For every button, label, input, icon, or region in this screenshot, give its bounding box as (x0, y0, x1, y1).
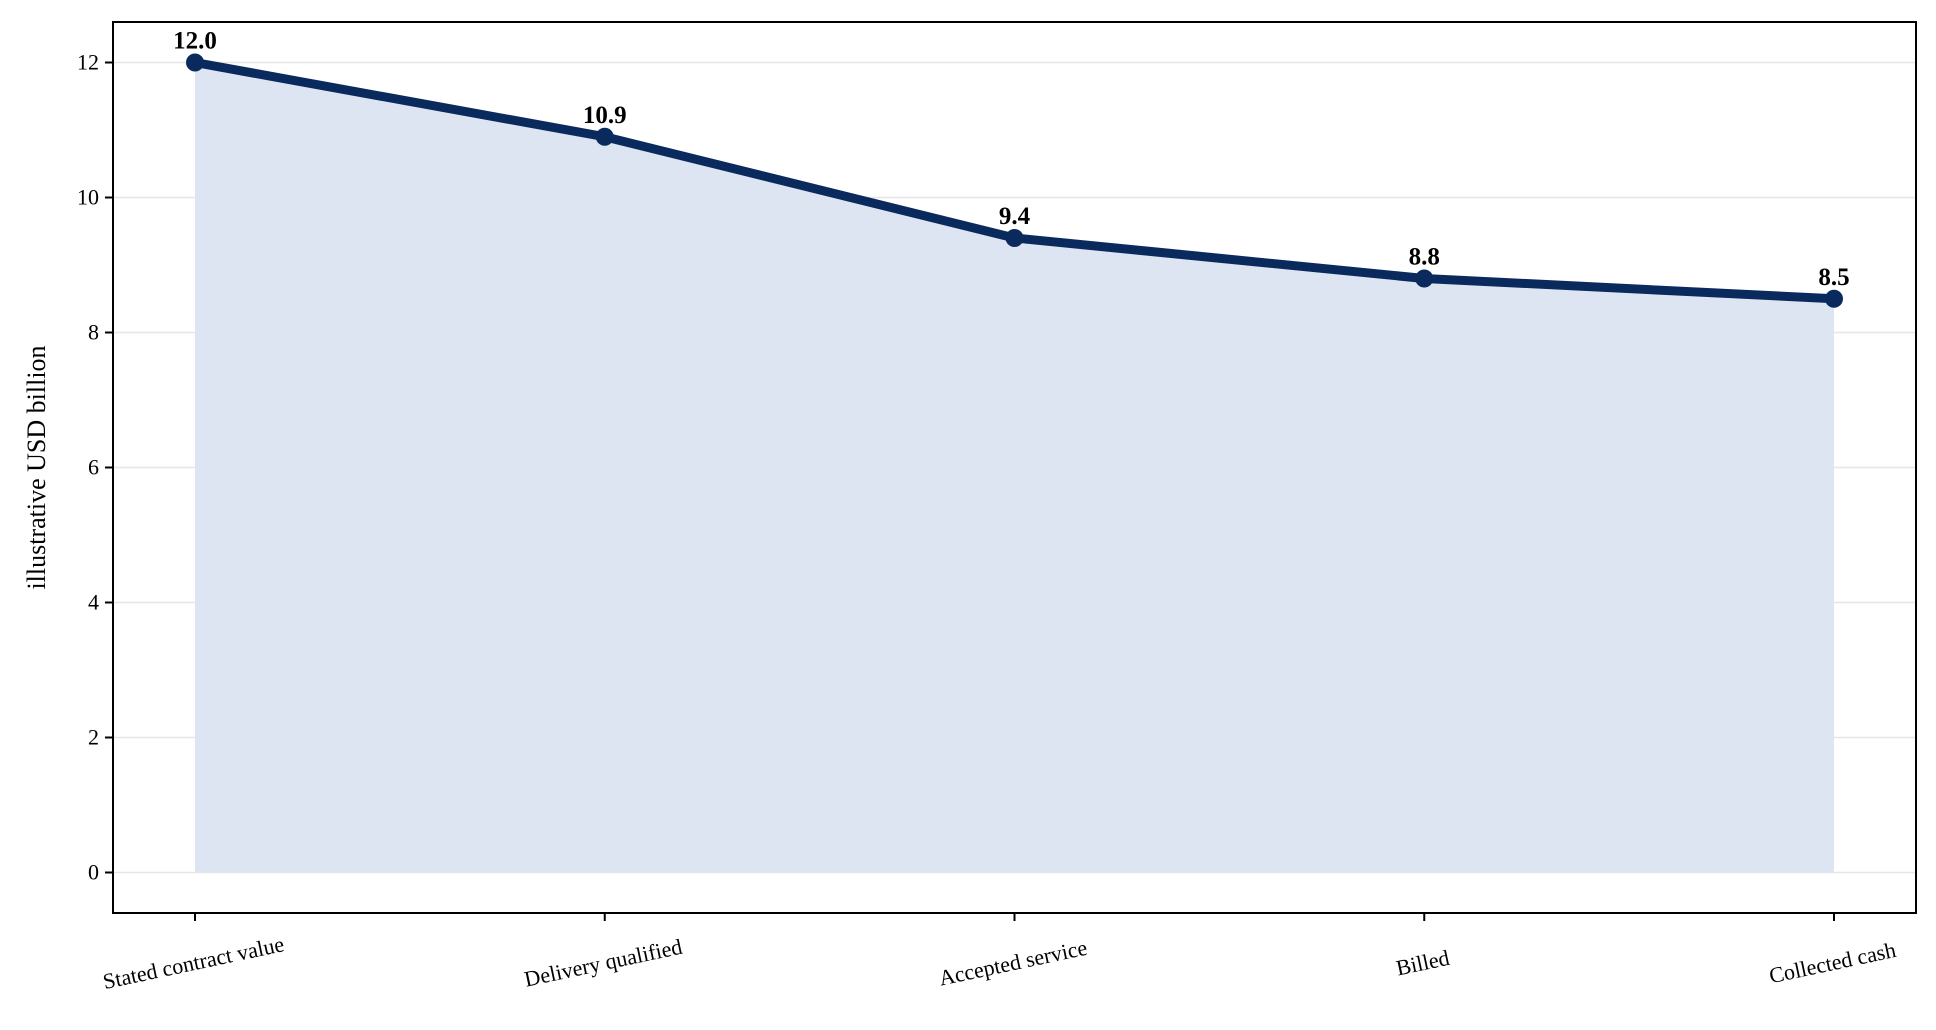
label-layer: 12.0 10.9 9.4 8.8 8.5 (173, 28, 1850, 291)
area-layer (195, 62, 1834, 873)
data-point (595, 127, 614, 146)
x-tick-label: Billed (1394, 945, 1452, 981)
data-point (1825, 289, 1843, 308)
y-tick-label: 10 (77, 185, 99, 210)
data-point (1415, 269, 1434, 288)
y-axis-title: illustrative USD billion (22, 345, 51, 589)
data-label: 8.5 (1818, 264, 1849, 291)
y-tick-label: 4 (88, 590, 99, 615)
data-label: 8.8 (1409, 244, 1440, 271)
line-layer (186, 53, 1843, 308)
x-tick-label: Delivery qualified (522, 934, 684, 992)
data-point (1005, 229, 1024, 247)
y-tick-label: 6 (88, 455, 99, 480)
x-tick-label: Accepted service (937, 935, 1090, 991)
y-tick-label: 12 (77, 50, 99, 75)
y-tick-label: 8 (88, 320, 99, 345)
data-label: 10.9 (583, 102, 627, 129)
data-label: 12.0 (173, 28, 217, 55)
y-tick-label: 0 (88, 860, 99, 885)
x-tick-label: Collected cash (1767, 937, 1898, 988)
data-label: 9.4 (999, 203, 1031, 230)
x-tick-label: Stated contract value (101, 931, 287, 994)
y-tick-label: 2 (88, 725, 99, 750)
data-point (186, 53, 204, 72)
area-fill (195, 62, 1834, 873)
